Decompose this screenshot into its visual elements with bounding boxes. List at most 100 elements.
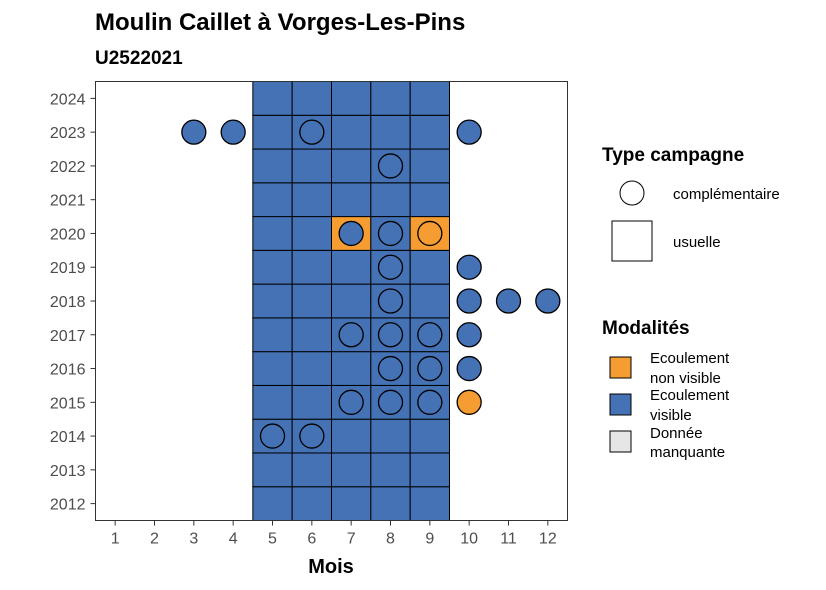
usuelle-cell <box>291 182 332 218</box>
usuelle-cell <box>370 114 411 150</box>
usuelle-cell <box>331 452 372 488</box>
x-tick-label: 8 <box>386 531 395 548</box>
complementaire-point <box>377 220 404 247</box>
complementaire-point <box>338 389 364 415</box>
complementaire-point <box>456 389 482 415</box>
usuelle-cell <box>409 148 450 184</box>
usuelle-cell <box>291 486 332 522</box>
usuelle-cell <box>331 81 372 116</box>
legend-label-env-line2: non visible <box>650 370 721 387</box>
usuelle-cell <box>252 81 293 116</box>
complementaire-point <box>417 389 443 415</box>
usuelle-cell <box>252 148 293 184</box>
usuelle-cell <box>291 384 332 420</box>
x-tick-label: 1 <box>111 531 120 548</box>
x-tick-label: 11 <box>500 531 517 548</box>
x-tick-label: 2 <box>150 531 159 548</box>
complementaire-point <box>377 322 404 348</box>
usuelle-cell <box>291 81 332 116</box>
y-tick-label: 2024 <box>50 91 86 108</box>
usuelle-cell <box>370 452 411 488</box>
usuelle-cell <box>331 418 372 454</box>
usuelle-cell <box>252 216 293 251</box>
usuelle-cell <box>252 452 293 488</box>
complementaire-point <box>338 322 364 348</box>
legend-shape-title: Type campagne <box>602 145 744 166</box>
complementaire-point <box>377 288 404 314</box>
y-tick-label: 2016 <box>50 362 86 379</box>
usuelle-cell <box>252 384 293 420</box>
legend-fill-title: Modalités <box>602 318 690 339</box>
usuelle-cells <box>252 81 450 522</box>
legend-swatch-dm <box>609 430 632 453</box>
complementaire-point <box>495 288 522 314</box>
usuelle-cell <box>409 418 450 454</box>
usuelle-cell <box>370 182 411 218</box>
legend-square-key <box>611 220 653 262</box>
complementaire-point <box>220 119 246 145</box>
chart-subtitle: U2522021 <box>95 48 183 69</box>
usuelle-cell <box>291 148 332 184</box>
legend-type-campagne: Type campagne complémentaire usuelle <box>602 145 780 262</box>
legend-swatch-env <box>609 356 632 379</box>
usuelle-cell <box>291 452 332 488</box>
x-tick-label: 10 <box>460 531 478 548</box>
legend-modalites: Modalités Ecoulement non visible Ecoulem… <box>602 318 730 461</box>
usuelle-cell <box>409 182 450 218</box>
y-tick-label: 2020 <box>50 226 86 243</box>
usuelle-cell <box>291 351 332 386</box>
x-tick-label: 9 <box>425 531 434 548</box>
usuelle-cell <box>409 452 450 488</box>
usuelle-cell <box>331 182 372 218</box>
x-tick-label: 7 <box>347 531 356 548</box>
complementaire-point <box>456 355 482 382</box>
y-tick-label: 2018 <box>50 294 86 311</box>
y-tick-label: 2023 <box>50 125 86 142</box>
complementaire-point <box>377 254 404 280</box>
x-axis: 1 2 3 4 5 6 7 8 9 10 11 12 <box>111 520 557 548</box>
legend-label-complementaire: complémentaire <box>673 186 780 203</box>
complementaire-point <box>456 322 482 348</box>
usuelle-cell <box>409 81 450 116</box>
usuelle-cell <box>331 351 372 386</box>
usuelle-cell <box>370 486 411 522</box>
complementaire-point <box>417 220 443 247</box>
complementaire-point <box>299 423 325 449</box>
x-tick-label: 6 <box>307 531 316 548</box>
y-tick-label: 2022 <box>50 159 86 176</box>
usuelle-cell <box>252 317 293 353</box>
usuelle-cell <box>331 249 372 285</box>
legend-label-ev-line2: visible <box>650 407 692 424</box>
usuelle-cell <box>409 486 450 522</box>
x-tick-label: 12 <box>539 531 557 548</box>
usuelle-cell <box>252 114 293 150</box>
complementaire-points <box>181 119 561 449</box>
complementaire-point <box>181 119 207 145</box>
complementaire-point <box>299 119 325 145</box>
usuelle-cell <box>291 283 332 319</box>
complementaire-point <box>377 389 404 415</box>
y-tick-label: 2017 <box>50 328 86 345</box>
y-tick-label: 2021 <box>50 193 86 210</box>
usuelle-cell <box>409 114 450 150</box>
usuelle-cell <box>370 418 411 454</box>
complementaire-point <box>338 220 364 247</box>
usuelle-cell <box>409 249 450 285</box>
complementaire-point <box>456 288 482 314</box>
usuelle-cell <box>331 283 372 319</box>
usuelle-cell <box>252 486 293 522</box>
legend-label-dm-line2: manquante <box>650 444 725 461</box>
usuelle-cell <box>252 351 293 386</box>
complementaire-point <box>456 254 482 280</box>
complementaire-point <box>259 423 286 449</box>
y-axis: 2012 2013 2014 2015 2016 2017 2018 2019 2020 2021… <box>50 91 96 514</box>
legend-label-dm-line1: Donnée <box>650 425 703 442</box>
y-tick-label: 2015 <box>50 395 86 412</box>
usuelle-cell <box>291 249 332 285</box>
x-tick-label: 5 <box>268 531 277 548</box>
legend-label-usuelle: usuelle <box>673 234 721 251</box>
complementaire-point <box>456 119 482 145</box>
usuelle-cell <box>291 317 332 353</box>
complementaire-point <box>417 355 443 382</box>
legend-label-env-line1: Ecoulement <box>650 350 730 367</box>
